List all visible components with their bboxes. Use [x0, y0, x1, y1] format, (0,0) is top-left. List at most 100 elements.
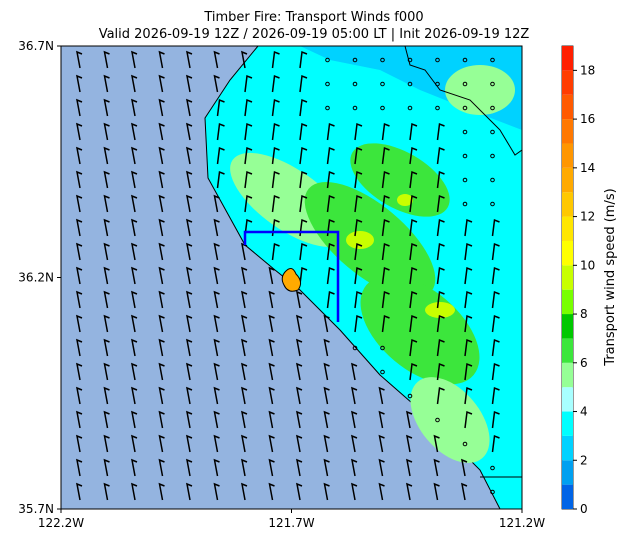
- barb: [436, 266, 445, 285]
- barb: [103, 362, 110, 381]
- calm-marker: [490, 105, 495, 111]
- barb: [103, 242, 110, 261]
- barb: [326, 170, 335, 189]
- barb: [381, 266, 390, 285]
- barb: [158, 362, 165, 381]
- barb: [213, 458, 220, 477]
- barb: [351, 386, 358, 405]
- barb: [76, 434, 83, 453]
- colorbar-segment: [562, 484, 573, 509]
- barb: [354, 194, 363, 213]
- barb: [296, 362, 303, 381]
- barb: [268, 386, 275, 405]
- barb: [354, 122, 363, 141]
- barb: [158, 314, 165, 333]
- barb: [491, 290, 500, 309]
- barb: [241, 458, 248, 477]
- barb: [213, 482, 220, 501]
- barb: [436, 386, 445, 405]
- barb: [299, 170, 308, 189]
- barb: [158, 242, 165, 261]
- barb: [131, 242, 138, 261]
- barb: [326, 290, 335, 309]
- colorbar-tick-label: 2: [580, 453, 588, 467]
- barb: [76, 482, 83, 501]
- barb: [131, 386, 138, 405]
- colorbar-tick-label: 6: [580, 356, 588, 370]
- barb: [76, 410, 83, 429]
- barb: [326, 218, 335, 237]
- barb: [76, 458, 83, 477]
- barb: [296, 338, 303, 357]
- barb: [378, 386, 385, 405]
- barb: [76, 266, 83, 285]
- barb: [326, 122, 335, 141]
- barb: [213, 74, 220, 93]
- barb: [326, 242, 335, 261]
- barb: [406, 458, 413, 477]
- barb: [76, 98, 83, 117]
- barb: [436, 122, 445, 141]
- barb: [491, 410, 500, 429]
- barb: [131, 290, 138, 309]
- colorbar-tick-label: 4: [580, 405, 588, 419]
- barb: [213, 290, 220, 309]
- barb: [158, 170, 165, 189]
- barb: [158, 458, 165, 477]
- colorbar-segment: [562, 314, 573, 339]
- barb: [158, 338, 165, 357]
- barb: [268, 482, 275, 501]
- barb: [354, 314, 363, 333]
- barb: [378, 410, 385, 429]
- barb: [186, 194, 193, 213]
- calm-marker: [380, 345, 385, 351]
- barb: [158, 50, 165, 69]
- calm-marker: [380, 57, 385, 63]
- barb: [186, 242, 193, 261]
- calm-marker: [490, 81, 495, 87]
- barb: [436, 338, 445, 357]
- barb: [158, 218, 165, 237]
- barb: [323, 314, 330, 333]
- domain-box: [243, 230, 340, 322]
- barb: [433, 458, 440, 477]
- county-line: [404, 46, 522, 156]
- barb: [268, 458, 275, 477]
- barb: [213, 194, 220, 213]
- barb: [76, 74, 83, 93]
- barb: [351, 410, 358, 429]
- barb: [464, 218, 473, 237]
- barb: [241, 290, 248, 309]
- calm-marker: [462, 177, 468, 183]
- colorbar-tick-label: 8: [580, 307, 588, 321]
- barb: [186, 458, 193, 477]
- barb: [409, 122, 418, 141]
- barb: [461, 458, 468, 477]
- barb: [299, 98, 308, 117]
- barb: [103, 434, 110, 453]
- barb: [131, 146, 138, 165]
- colorbar-segment: [562, 265, 573, 290]
- barb: [103, 314, 110, 333]
- calm-marker: [462, 153, 468, 159]
- barb: [436, 290, 445, 309]
- barb: [241, 362, 248, 381]
- calm-marker: [352, 57, 358, 63]
- barb: [491, 434, 500, 453]
- barb: [241, 242, 248, 261]
- barb: [406, 434, 413, 453]
- barb: [213, 434, 220, 453]
- barb: [433, 434, 440, 453]
- barb: [186, 482, 193, 501]
- barb: [244, 74, 253, 93]
- barb: [409, 146, 418, 165]
- barb: [158, 482, 165, 501]
- calm-marker: [352, 105, 358, 111]
- y-tick-label: 36.7N: [18, 39, 54, 53]
- barb: [103, 146, 110, 165]
- colorbar-segment: [562, 435, 573, 461]
- barb: [131, 362, 138, 381]
- chart-title: Timber Fire: Transport Winds f000: [203, 10, 423, 25]
- barb: [158, 98, 165, 117]
